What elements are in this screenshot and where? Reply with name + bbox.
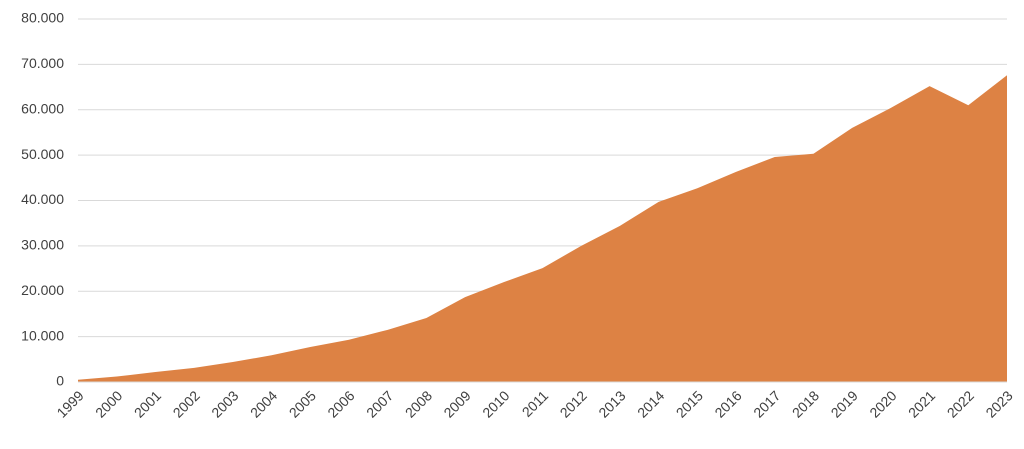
x-tick-label: 2022 [944, 387, 977, 420]
x-tick-label: 1999 [53, 387, 86, 420]
x-tick-label: 2020 [866, 387, 899, 420]
x-tick-label: 2003 [208, 387, 241, 420]
y-tick-label: 30.000 [21, 237, 64, 253]
x-tick-label: 2009 [440, 387, 473, 420]
x-tick-label: 2010 [479, 387, 512, 420]
x-tick-label: 2008 [402, 387, 435, 420]
x-tick-label: 2000 [92, 387, 125, 420]
x-tick-label: 2011 [519, 387, 552, 420]
x-tick-label: 2005 [286, 387, 319, 420]
y-tick-label: 80.000 [21, 10, 64, 26]
y-tick-label: 70.000 [21, 55, 64, 71]
x-tick-label: 2015 [673, 387, 706, 420]
area [78, 75, 1007, 382]
x-tick-label: 2016 [711, 387, 744, 420]
x-tick-label: 2012 [557, 387, 590, 420]
x-tick-label: 2002 [170, 387, 203, 420]
x-tick-label: 2014 [634, 387, 667, 420]
x-tick-label: 2019 [828, 387, 861, 420]
x-tick-label: 2004 [247, 387, 280, 420]
y-tick-label: 40.000 [21, 191, 64, 207]
y-tick-label: 10.000 [21, 327, 64, 343]
y-tick-label: 0 [56, 373, 64, 389]
x-tick-label: 2023 [982, 387, 1015, 420]
x-tick-label: 2013 [595, 387, 628, 420]
y-tick-label: 20.000 [21, 282, 64, 298]
x-tick-label: 2018 [789, 387, 822, 420]
x-tick-label: 2006 [324, 387, 357, 420]
y-tick-label: 50.000 [21, 146, 64, 162]
x-tick-label: 2017 [750, 387, 783, 420]
x-tick-label: 2001 [131, 387, 164, 420]
x-tick-label: 2007 [363, 387, 396, 420]
x-tick-label: 2021 [905, 387, 938, 420]
y-tick-label: 60.000 [21, 100, 64, 116]
